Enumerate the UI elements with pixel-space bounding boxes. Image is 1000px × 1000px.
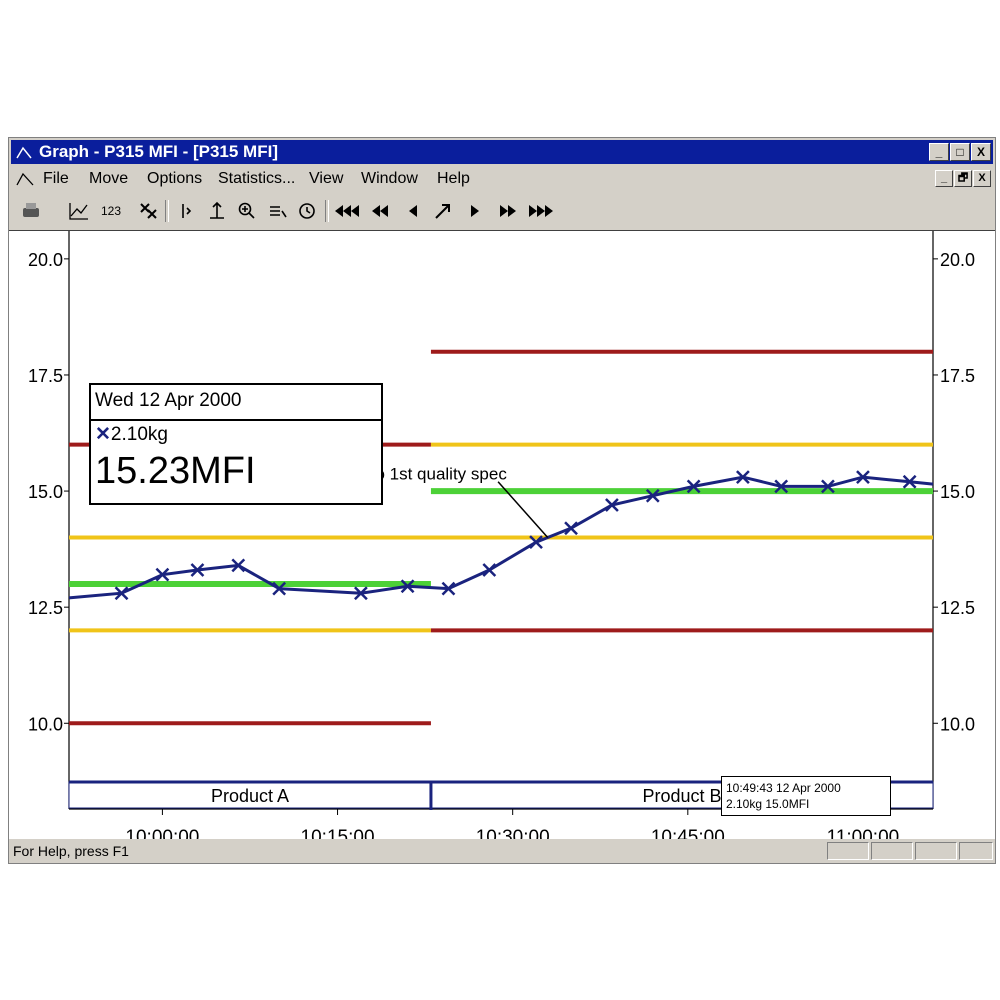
zoom-in-icon[interactable] [235,199,259,223]
mdi-close-button[interactable]: X [973,170,991,187]
step-back-icon[interactable] [401,199,425,223]
graph-icon[interactable] [67,199,91,223]
window-title: Graph - P315 MFI - [P315 MFI] [39,142,278,161]
maximize-button[interactable]: □ [950,143,970,161]
product-label: Product B [642,786,721,806]
graph-document-icon [16,172,34,186]
zoom-out-icon[interactable] [265,199,289,223]
annotation-pointer [497,481,549,539]
cursor-up-icon[interactable] [175,199,199,223]
menu-statistics[interactable]: Statistics... [218,170,296,187]
title-bar[interactable]: Graph - P315 MFI - [P315 MFI] _ □ X [11,140,993,164]
data-point-marker [400,579,415,594]
menu-move[interactable]: Move [89,170,129,187]
status-panel [959,842,993,860]
toolbar-separator [165,200,169,222]
data-point-marker [155,567,170,582]
data-point-marker [902,474,917,489]
menu-options[interactable]: Options [147,170,203,187]
tooltip-line-2: 2.10kg 15.0MFI [726,797,810,811]
numeric-view-button[interactable]: 123 [100,204,122,218]
minimize-button[interactable]: _ [929,143,949,161]
data-point-marker [605,498,619,512]
x-tick-label: 11:00:00 [827,827,900,839]
clock-icon[interactable] [295,199,319,223]
data-point-marker [272,581,287,596]
printer-icon[interactable] [19,199,43,223]
data-point-marker [735,470,750,485]
data-point-marker [190,563,205,577]
tooltip-line-1: 10:49:43 12 Apr 2000 [726,781,841,795]
status-text: For Help, press F1 [13,843,129,859]
data-point-marker [821,479,835,494]
info-date: Wed 12 Apr 2000 [91,385,381,421]
y-tick-label-left: 20.0 [28,250,63,270]
product-label: Product A [211,786,289,806]
status-bar: For Help, press F1 [11,840,993,862]
status-panel [871,842,913,860]
data-point-marker [231,558,246,573]
menu-bar: File Move Options Statistics... View Win… [11,166,993,192]
x-tick-label: 10:00:00 [125,827,199,839]
y-tick-label-right: 10.0 [940,714,975,734]
data-point-marker [686,479,701,494]
y-tick-label-right: 12.5 [940,598,975,618]
status-panel [827,842,869,860]
menu-file[interactable]: File [43,170,69,187]
y-tick-label-left: 15.0 [28,482,63,502]
status-panel [915,842,957,860]
data-point-marker [564,521,578,536]
menu-window[interactable]: Window [361,170,418,187]
y-tick-label-right: 15.0 [940,482,975,502]
mdi-restore-button[interactable]: 🗗 [954,170,972,187]
scatter-icon[interactable] [137,199,161,223]
point-tooltip: 10:49:43 12 Apr 2000 2.10kg 15.0MFI [721,776,891,816]
menu-view[interactable]: View [309,170,344,187]
y-tick-label-left: 10.0 [28,714,63,734]
y-tick-label-left: 17.5 [28,366,63,386]
data-point-marker [441,581,456,596]
cross-marker-icon: ✕ [95,424,111,445]
cursor-down-icon[interactable] [205,199,229,223]
cursor-info-box: Wed 12 Apr 2000 ✕2.10kg 15.23MFI [89,383,383,505]
info-weight-value: 2.10kg [110,424,168,445]
close-button[interactable]: X [971,143,991,161]
mfi-chart[interactable]: 20.0 20.0 17.5 17.5 15.0 15.0 12.5 12.5 10.0 10.0… [9,231,995,839]
data-point-marker [529,535,543,550]
info-value: 15.23MFI [95,450,256,492]
data-point-marker [774,479,789,494]
plot-area[interactable]: 20.0 20.0 17.5 17.5 15.0 15.0 12.5 12.5 10.0 10.0… [9,230,995,839]
graph-window: Graph - P315 MFI - [P315 MFI] _ □ X File… [8,137,996,864]
y-tick-label-right: 20.0 [940,250,975,270]
menu-help[interactable]: Help [437,170,470,187]
x-tick-label: 10:15:00 [301,827,375,839]
toolbar: 123 [11,196,993,226]
y-tick-label-left: 12.5 [28,598,63,618]
x-tick-label: 10:30:00 [476,827,550,839]
data-point-marker [645,488,660,503]
jump-icon[interactable] [431,199,455,223]
data-point-marker [114,586,129,601]
graph-app-icon [16,146,32,159]
data-point-marker [856,470,870,485]
mdi-minimize-button[interactable]: _ [935,170,953,187]
info-weight: ✕2.10kg [95,423,168,446]
forward-icon[interactable] [495,199,519,223]
data-point-marker [482,563,497,577]
step-forward-icon[interactable] [463,199,487,223]
y-tick-label-right: 17.5 [940,366,975,386]
forward-fast-icon[interactable] [527,199,553,223]
x-tick-label: 10:45:00 [651,827,725,839]
toolbar-separator [325,200,329,222]
data-point-marker [354,586,368,601]
rewind-fast-icon[interactable] [333,199,359,223]
rewind-icon[interactable] [369,199,393,223]
